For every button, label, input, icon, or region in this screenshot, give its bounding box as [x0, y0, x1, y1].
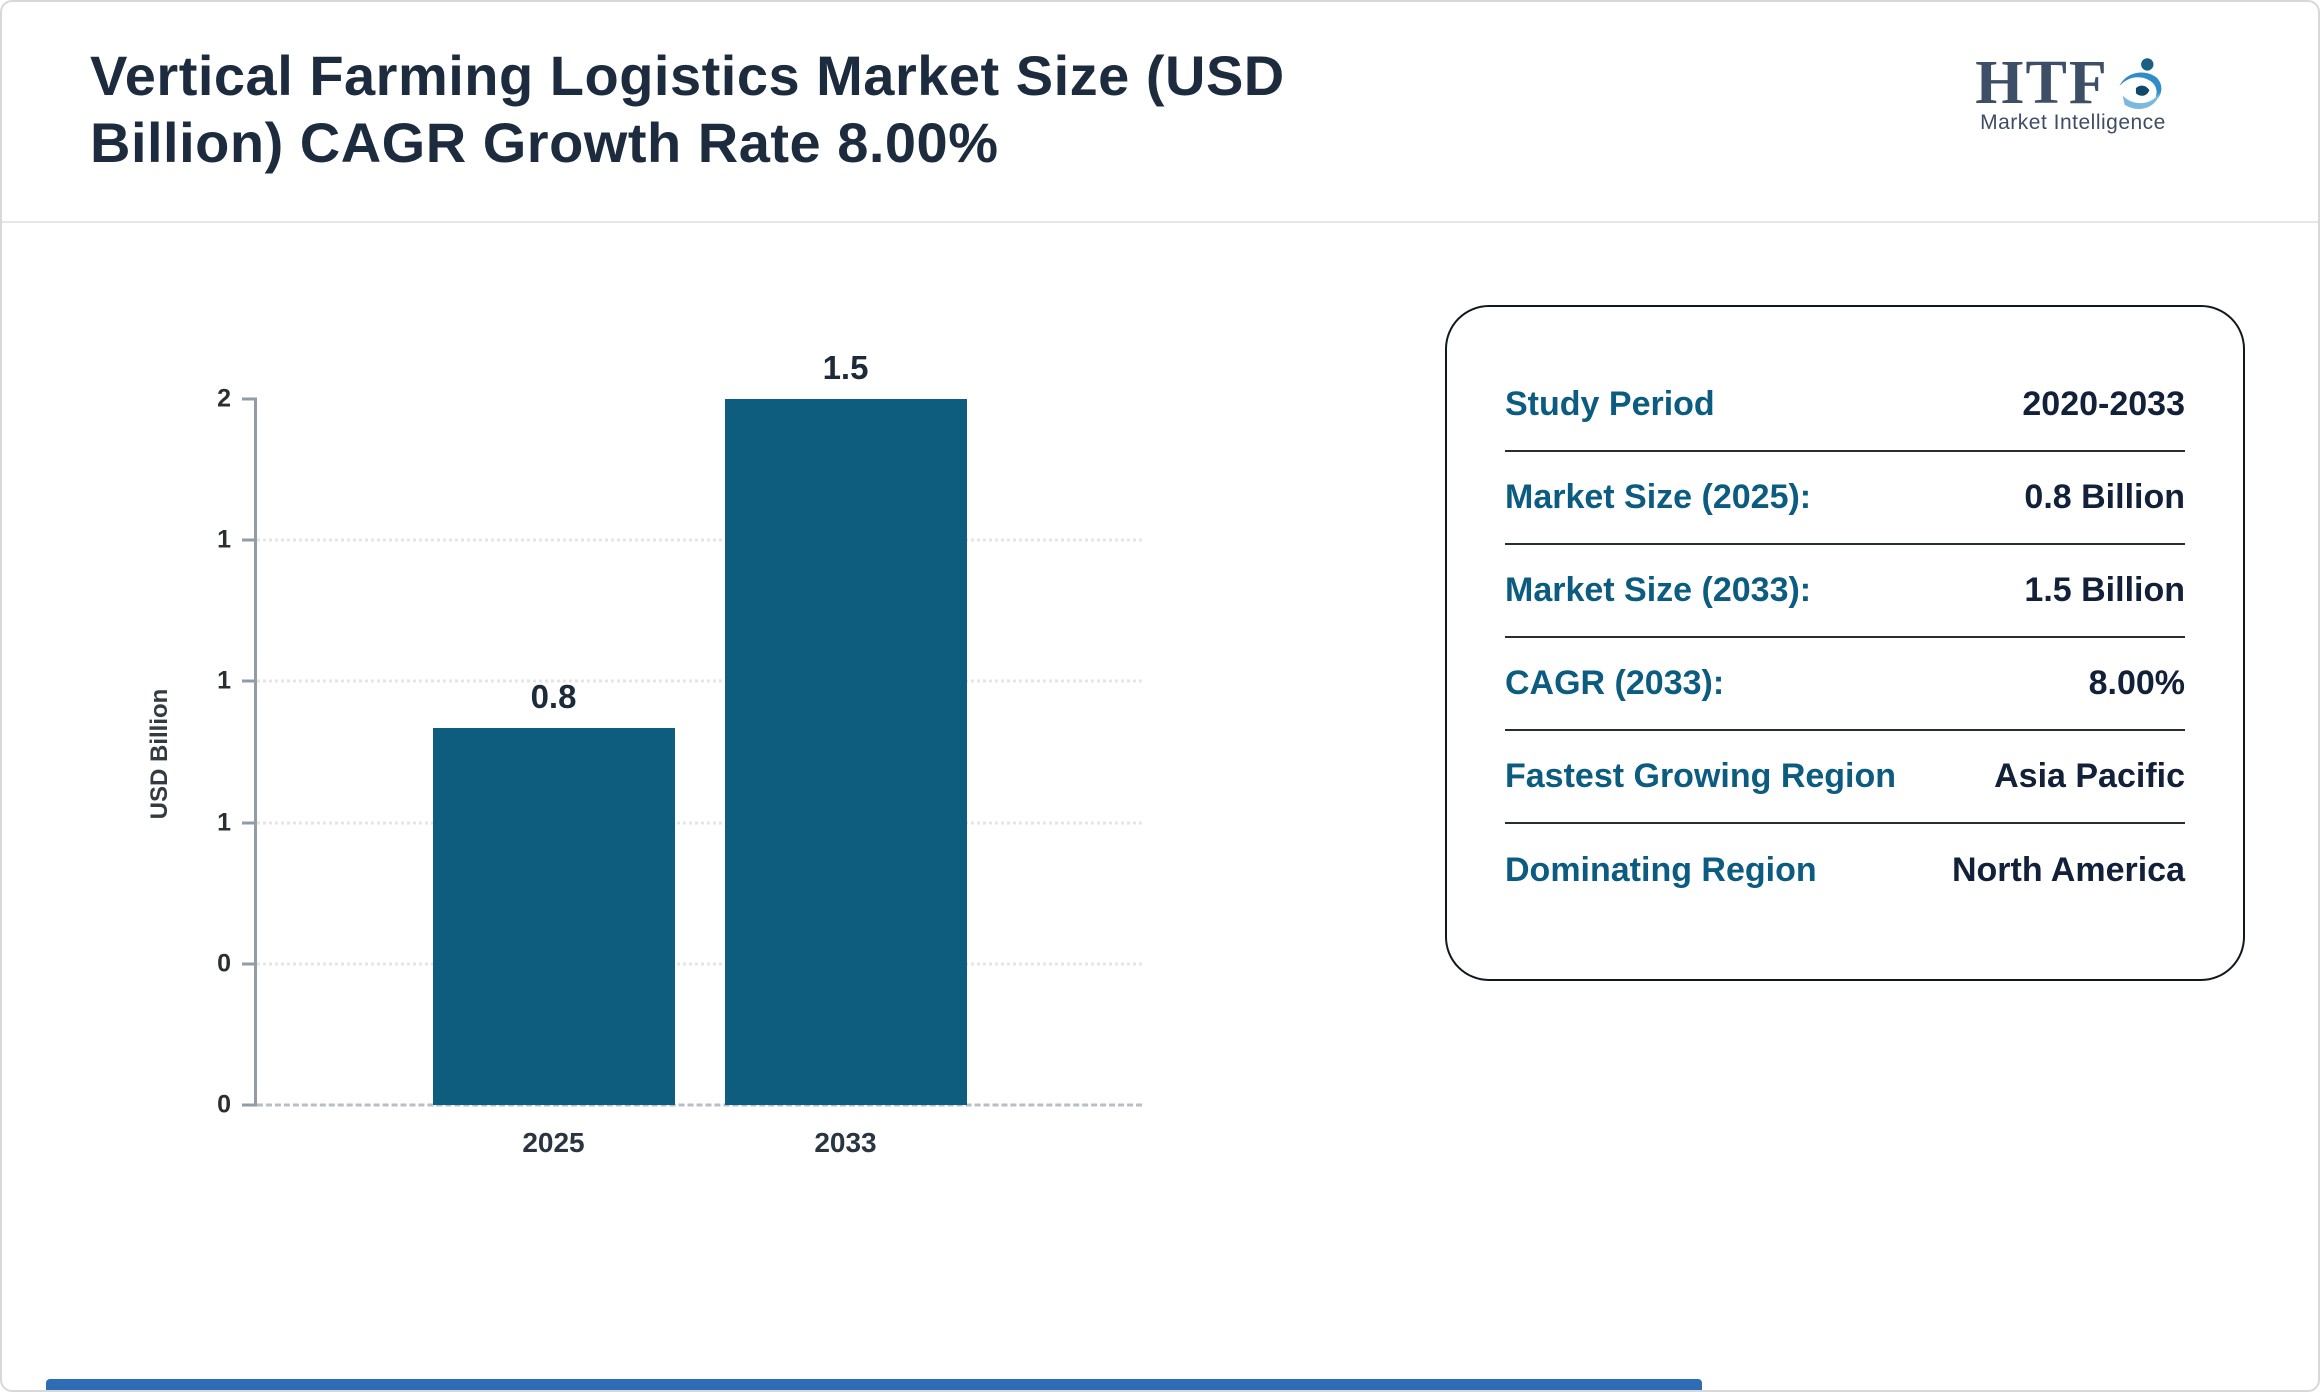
info-row: Market Size (2033): 1.5 Billion	[1505, 545, 2185, 638]
info-row-value: Asia Pacific	[1994, 757, 2185, 795]
y-tick-label: 0	[217, 949, 231, 978]
info-row-value: North America	[1951, 851, 2185, 889]
y-tick-label: 2	[217, 384, 231, 413]
info-row: CAGR (2033): 8.00%	[1505, 638, 2185, 731]
htf-logo: HTF Market Intelligence	[1928, 48, 2218, 135]
info-row-label: Dominating Region	[1505, 851, 1817, 889]
footer-accent-bar	[46, 1379, 1702, 1390]
y-axis-label: USD Billion	[146, 688, 173, 820]
y-tick-label: 0	[217, 1090, 231, 1119]
info-row-value: 1.5 Billion	[2024, 571, 2185, 609]
info-row-value: 8.00%	[2088, 664, 2185, 702]
y-tick-label: 1	[217, 808, 231, 837]
bar-group-2025: 0.8 2025	[432, 399, 675, 1158]
bar-value-label: 0.8	[530, 678, 577, 716]
info-row-label: Market Size (2033):	[1505, 571, 1812, 609]
bar-value-label: 1.5	[822, 349, 869, 386]
y-axis-tick	[242, 679, 257, 683]
y-tick-label: 1	[217, 525, 231, 554]
x-tick-label: 2025	[522, 1127, 585, 1158]
y-gridline	[257, 538, 1142, 542]
y-axis-tick	[242, 821, 257, 825]
logo-wordmark: HTF	[1928, 48, 2218, 119]
info-row-label: Study Period	[1505, 385, 1715, 423]
header-divider	[2, 221, 2318, 223]
info-row: Study Period 2020-2033	[1505, 359, 2185, 452]
page-title: Vertical Farming Logistics Market Size (…	[90, 44, 1285, 175]
info-row-value: 2020-2033	[2022, 385, 2185, 423]
info-row-label: CAGR (2033):	[1505, 664, 1725, 702]
info-card-rows: Study Period 2020-2033 Market Size (2025):…	[1505, 359, 2185, 917]
bar-chart-plot-area: 2 1 1 1 0 0 0.8 2025 1.5 2033	[217, 349, 1142, 1158]
y-gridline	[257, 962, 1142, 966]
bar-2025	[432, 728, 675, 1105]
y-axis-tick	[242, 1103, 257, 1107]
info-card: Study Period 2020-2033 Market Size (2025):…	[1445, 305, 2245, 981]
info-row-label: Fastest Growing Region	[1505, 757, 1897, 795]
bar-2033	[724, 399, 967, 1105]
info-row: Dominating Region North America	[1505, 824, 2185, 917]
info-row-value: 0.8 Billion	[2024, 478, 2185, 516]
logo-text: HTF	[1975, 49, 2109, 117]
bars-group: 0.8 2025 1.5 2033	[257, 349, 1142, 1158]
info-row: Fastest Growing Region Asia Pacific	[1505, 731, 2185, 824]
y-gridline	[257, 1103, 1142, 1107]
info-row-label: Market Size (2025):	[1505, 478, 1812, 516]
info-row: Market Size (2025): 0.8 Billion	[1505, 452, 2185, 545]
y-axis-tick	[242, 538, 257, 542]
x-tick-label: 2033	[814, 1127, 877, 1158]
bar-group-2033: 1.5 2033	[724, 349, 967, 1158]
y-axis-tick	[242, 397, 257, 401]
y-tick-label: 1	[217, 666, 231, 695]
logo-swoosh-icon	[2119, 57, 2162, 109]
y-gridline	[257, 821, 1142, 825]
y-axis-tick	[242, 962, 257, 966]
logo-subtitle: Market Intelligence	[1980, 111, 2166, 134]
y-gridline	[257, 679, 1142, 683]
